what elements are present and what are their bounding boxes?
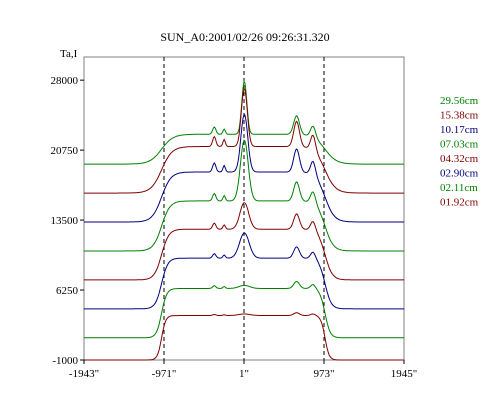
series-line-10.17cm: [84, 113, 404, 223]
y-tick-label: -1000: [52, 355, 78, 367]
series-line-01.92cm: [84, 312, 404, 361]
series-line-02.90cm: [84, 232, 404, 310]
x-tick-label: -971": [152, 368, 177, 380]
legend-entry: 29.56cm: [440, 95, 479, 107]
legend: 29.56cm 15.38cm 10.17cm 07.03cm 04.32cm 02.90…: [440, 95, 479, 209]
chart-title: SUN_A0:2001/02/26 09:26:31.320: [160, 30, 329, 44]
series-line-04.32cm: [84, 202, 404, 281]
legend-entry: 07.03cm: [440, 139, 479, 151]
x-axis-ticks: -1943" -971" 1" 973" 1945": [69, 360, 417, 380]
y-tick-label: 6250: [56, 285, 79, 297]
x-tick-label: -1943": [69, 368, 99, 380]
y-tick-label: 20750: [51, 145, 79, 157]
series-line-15.38cm: [84, 87, 404, 194]
legend-entry: 15.38cm: [440, 110, 479, 122]
x-tick-label: 973": [314, 368, 335, 380]
y-axis-ticks: 28000 20750 13500 6250 -1000: [51, 75, 84, 367]
x-tick-label: 1945": [391, 368, 418, 380]
series-line-02.11cm: [84, 280, 404, 339]
y-tick-label: 13500: [51, 215, 79, 227]
legend-entry: 01.92cm: [440, 197, 479, 209]
x-tick-label: 1": [239, 368, 249, 380]
y-axis-label: Ta,I: [60, 48, 78, 60]
series-group: [84, 80, 404, 361]
legend-entry: 04.32cm: [440, 153, 479, 165]
series-line-29.56cm: [84, 80, 404, 165]
legend-entry: 02.90cm: [440, 168, 479, 180]
legend-entry: 02.11cm: [440, 182, 478, 194]
series-line-07.03cm: [84, 139, 404, 252]
legend-entry: 10.17cm: [440, 124, 479, 136]
y-tick-label: 28000: [51, 75, 79, 87]
